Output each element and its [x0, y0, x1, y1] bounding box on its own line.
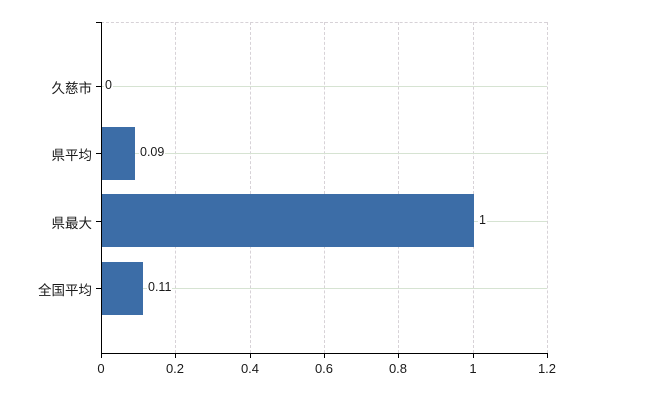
y-axis-top-tick: [96, 22, 101, 23]
x-axis-tick-label: 1: [469, 361, 477, 376]
horizontal-gridline: [102, 86, 547, 87]
y-axis-tick: [96, 221, 101, 222]
horizontal-gridline: [102, 288, 547, 289]
x-axis-tick-label: 0.2: [165, 361, 185, 376]
x-axis-tick: [398, 353, 399, 358]
category-label: 県最大: [51, 216, 93, 231]
x-axis-tick-label: 0.8: [388, 361, 408, 376]
x-axis-tick-label: 1.2: [537, 361, 557, 376]
vertical-gridline: [547, 22, 548, 353]
category-label: 全国平均: [38, 283, 92, 298]
x-axis-tick: [547, 353, 548, 358]
vertical-gridline: [324, 22, 325, 353]
vertical-gridline: [175, 22, 176, 353]
x-axis-tick-label: 0.4: [240, 361, 260, 376]
x-axis-tick-label: 0.6: [314, 361, 334, 376]
vertical-gridline: [250, 22, 251, 353]
x-axis-tick: [324, 353, 325, 358]
x-axis-tick: [250, 353, 251, 358]
y-axis-line: [101, 22, 102, 353]
bar-2: [102, 127, 135, 180]
vertical-gridline: [473, 22, 474, 353]
bar-value-label: 0: [104, 78, 113, 92]
x-axis-tick: [101, 353, 102, 358]
y-axis-tick: [96, 86, 101, 87]
category-label: 県平均: [51, 148, 93, 163]
category-label: 久慈市: [51, 81, 93, 96]
y-axis-tick: [96, 153, 101, 154]
bar-value-label: 0.09: [139, 145, 166, 159]
x-axis-tick: [473, 353, 474, 358]
y-axis-tick: [96, 288, 101, 289]
vertical-gridline: [398, 22, 399, 353]
bar-3: [102, 194, 474, 247]
bar-value-label: 0.11: [147, 280, 173, 294]
x-axis-tick: [175, 353, 176, 358]
bar-4: [102, 262, 143, 315]
bar-value-label: 1: [478, 213, 487, 227]
horizontal-gridline: [102, 153, 547, 154]
x-axis-tick-label: 0: [97, 361, 105, 376]
